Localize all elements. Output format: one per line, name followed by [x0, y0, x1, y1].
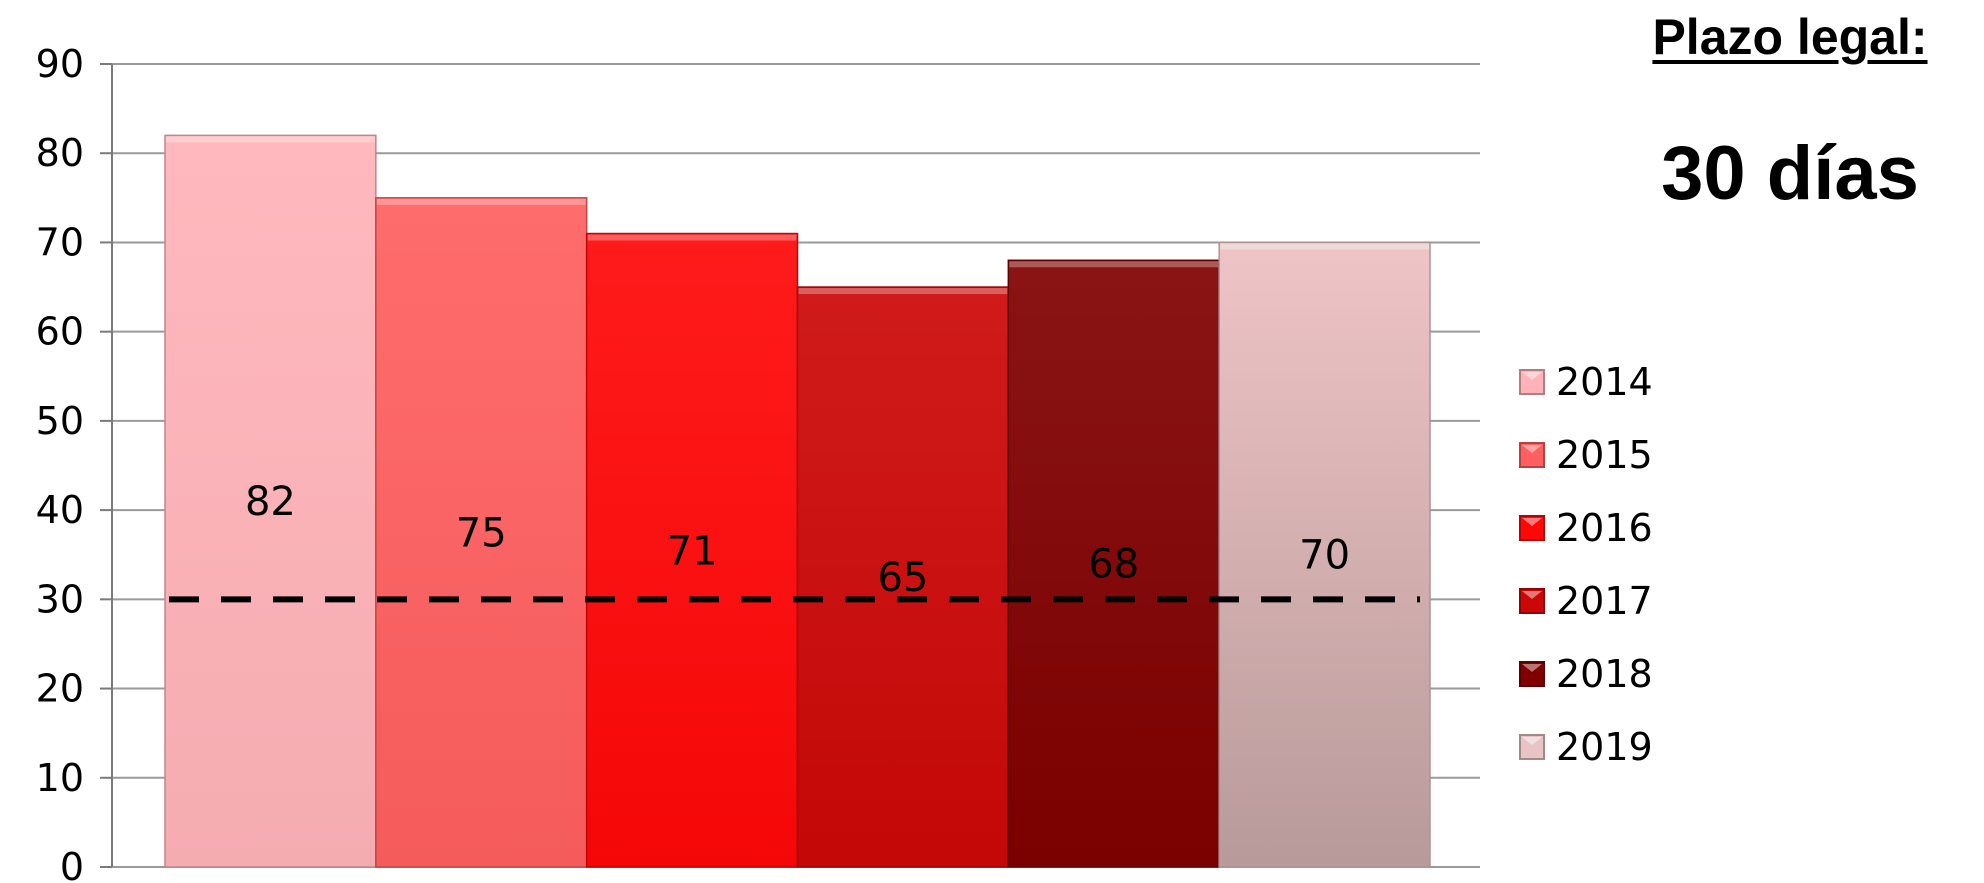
- legend-swatch-highlight: [1522, 372, 1542, 380]
- bar-2015: [375, 197, 588, 868]
- legend-label: 2016: [1556, 506, 1653, 550]
- bar-highlight: [1009, 261, 1219, 268]
- legend-swatch-highlight: [1522, 591, 1542, 599]
- bar-highlight: [798, 288, 1008, 295]
- y-tick-label: 70: [36, 220, 84, 264]
- legend-label: 2019: [1556, 725, 1653, 769]
- y-tick-label: 40: [36, 488, 84, 532]
- legend-label: 2017: [1556, 579, 1653, 623]
- y-tick-label: 90: [36, 42, 84, 86]
- legal-term-heading: Plazo legal:: [1652, 9, 1928, 65]
- data-label: 68: [1088, 542, 1139, 588]
- bar-highlight: [376, 198, 586, 205]
- bar-2019: [1218, 241, 1431, 868]
- bar-2018: [1007, 259, 1220, 868]
- legend-swatch-highlight: [1522, 518, 1542, 526]
- y-tick-label: 0: [60, 845, 84, 883]
- bar-2017: [796, 286, 1010, 868]
- legend-swatch-highlight: [1522, 445, 1542, 453]
- legend-label: 2018: [1556, 652, 1653, 696]
- y-tick-label: 20: [36, 667, 84, 711]
- bar-2016: [585, 232, 799, 868]
- y-tick-label: 30: [36, 577, 84, 621]
- bar-highlight: [587, 234, 797, 241]
- y-tick-label: 50: [36, 399, 84, 443]
- bar-highlight: [1220, 243, 1429, 250]
- data-label: 65: [877, 555, 928, 601]
- bars: [164, 134, 1431, 868]
- bar-2014: [164, 134, 377, 868]
- y-tick-label: 60: [36, 310, 84, 354]
- data-label: 70: [1299, 533, 1350, 579]
- y-axis: 0 10 20 30 40 50 60 70 80 90: [36, 42, 113, 883]
- data-label: 71: [667, 528, 718, 574]
- legend-swatch-highlight: [1522, 664, 1542, 672]
- bar-highlight: [166, 136, 375, 143]
- y-tick-label: 80: [36, 131, 84, 175]
- y-tick-label: 10: [36, 756, 84, 800]
- legend-label: 2015: [1556, 433, 1653, 477]
- data-labels: 82 75 71 65 68 70: [245, 479, 1350, 601]
- legal-term-value: 30 días: [1661, 131, 1919, 216]
- data-label: 82: [245, 479, 296, 525]
- legend: 2014 2015 2016 2017 2018 2019: [1519, 360, 1653, 769]
- data-label: 75: [456, 510, 507, 556]
- legend-swatch-highlight: [1522, 737, 1542, 745]
- legend-label: 2014: [1556, 360, 1653, 404]
